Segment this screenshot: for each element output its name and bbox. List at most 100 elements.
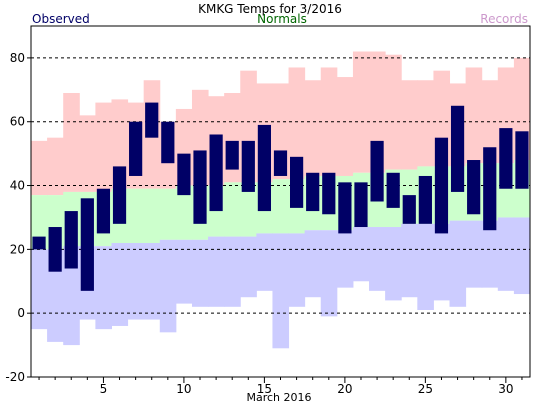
observed-bar xyxy=(289,156,304,208)
y-tick-label: 0 xyxy=(17,306,25,320)
normal-range-band xyxy=(224,182,241,237)
record-low-band xyxy=(288,233,306,307)
record-high-band xyxy=(417,80,434,167)
record-high-band xyxy=(304,80,322,176)
observed-bar xyxy=(129,121,143,176)
x-tick-label: 20 xyxy=(337,382,352,396)
record-low-band xyxy=(401,223,418,298)
record-low-band xyxy=(127,242,145,320)
record-low-band xyxy=(449,220,467,307)
record-high-band xyxy=(352,51,370,173)
observed-bar xyxy=(306,172,320,212)
observed-bar xyxy=(386,172,400,208)
y-tick-label: 80 xyxy=(10,51,25,65)
normal-range-band xyxy=(159,188,177,240)
record-low-band xyxy=(433,223,451,301)
observed-bar xyxy=(32,236,46,250)
record-high-band xyxy=(63,93,80,192)
x-tick-label: 15 xyxy=(257,382,272,396)
record-low-band xyxy=(272,233,290,349)
record-low-band xyxy=(208,236,225,307)
observed-bars xyxy=(32,102,529,291)
observed-bar xyxy=(434,137,449,234)
record-high-band xyxy=(465,67,483,164)
legend-normals: Normals xyxy=(257,12,307,26)
y-axis: -20 0 20 40 60 80 xyxy=(5,51,31,384)
x-tick-label: 5 xyxy=(100,382,108,396)
y-tick-label: 40 xyxy=(10,179,25,193)
observed-bar xyxy=(225,140,239,170)
record-high-band xyxy=(47,137,64,196)
record-low-band xyxy=(497,217,515,291)
observed-bar xyxy=(515,131,529,189)
record-low-band xyxy=(47,249,64,342)
normal-range-band xyxy=(272,179,290,234)
legend-records: Records xyxy=(480,12,528,26)
observed-bar xyxy=(96,188,111,234)
record-low-band xyxy=(320,230,338,317)
observed-bar xyxy=(161,121,175,164)
observed-bar xyxy=(193,150,207,224)
normal-range-band xyxy=(175,185,193,240)
record-low-band xyxy=(417,223,434,310)
y-tick-label: -20 xyxy=(5,370,25,384)
observed-bar xyxy=(257,124,272,212)
record-low-band xyxy=(63,246,80,346)
record-high-band xyxy=(288,67,306,180)
observed-bar xyxy=(241,140,255,192)
observed-bar xyxy=(145,102,159,138)
record-low-band xyxy=(481,220,499,288)
observed-bar xyxy=(483,147,497,231)
record-low-band xyxy=(159,239,177,333)
record-low-band xyxy=(175,239,193,304)
observed-bar xyxy=(322,172,336,215)
observed-bar xyxy=(80,198,94,291)
observed-bar xyxy=(450,105,465,192)
observed-bar xyxy=(402,195,416,224)
observed-bar xyxy=(499,128,513,189)
x-axis: 5 10 15 20 25 30 xyxy=(38,377,523,396)
record-low-band xyxy=(95,246,112,330)
observed-bar xyxy=(48,227,62,272)
normal-range-band xyxy=(143,188,161,243)
observed-bar xyxy=(418,175,432,224)
x-tick-label: 25 xyxy=(418,382,433,396)
x-tick-label: 10 xyxy=(176,382,191,396)
record-high-band xyxy=(320,67,338,176)
record-low-band xyxy=(256,233,273,291)
record-low-band xyxy=(513,217,531,295)
observed-bar xyxy=(338,182,352,234)
record-low-band xyxy=(304,230,322,298)
record-low-band xyxy=(352,227,370,282)
observed-bar xyxy=(370,140,384,202)
observed-bar xyxy=(273,150,288,176)
record-low-band xyxy=(240,236,257,298)
x-axis-title: March 2016 xyxy=(246,391,311,404)
chart-title: KMKG Temps for 3/2016 xyxy=(198,2,342,16)
record-low-band xyxy=(385,227,402,301)
record-high-band xyxy=(79,115,96,192)
record-low-band xyxy=(111,242,129,326)
observed-bar xyxy=(177,153,191,196)
observed-bar xyxy=(354,182,368,228)
y-tick-label: 60 xyxy=(10,115,25,129)
record-high-band xyxy=(95,102,112,192)
record-high-band xyxy=(385,54,402,170)
observed-bar xyxy=(112,166,127,224)
record-low-band xyxy=(31,249,48,330)
record-high-band xyxy=(336,77,354,176)
y-tick-label: 20 xyxy=(10,242,25,256)
record-low-band xyxy=(369,227,386,291)
normal-range-band xyxy=(240,182,257,237)
normal-range-band xyxy=(31,195,48,250)
observed-bar xyxy=(467,160,481,215)
observed-bar xyxy=(209,134,223,212)
record-high-band xyxy=(481,80,499,164)
record-high-band xyxy=(401,80,418,170)
record-low-band xyxy=(224,236,241,307)
normal-range-band xyxy=(127,188,145,243)
record-high-band xyxy=(31,140,48,196)
legend-observed: Observed xyxy=(32,12,90,26)
record-low-band xyxy=(191,239,209,307)
